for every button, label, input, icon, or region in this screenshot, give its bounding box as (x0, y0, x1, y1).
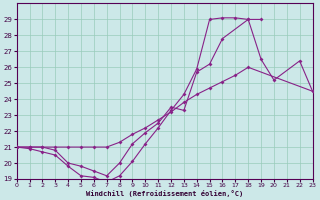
X-axis label: Windchill (Refroidissement éolien,°C): Windchill (Refroidissement éolien,°C) (86, 190, 243, 197)
